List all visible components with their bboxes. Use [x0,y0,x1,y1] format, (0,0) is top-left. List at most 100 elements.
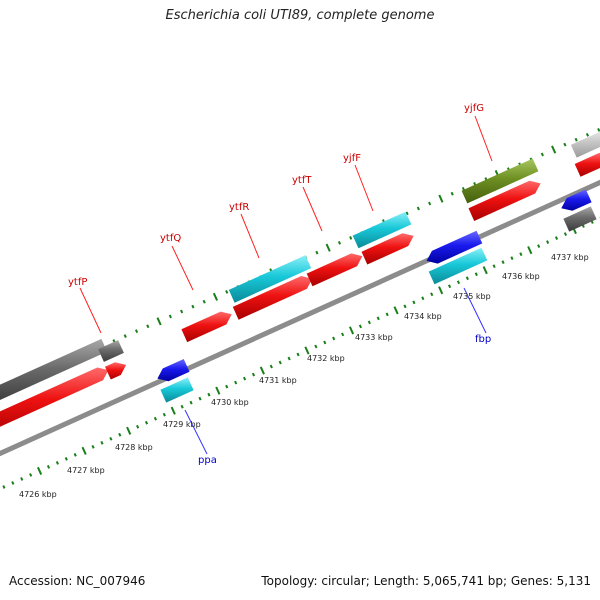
minor-tick [55,461,59,465]
minor-tick [540,152,544,157]
major-tick [551,145,557,154]
minor-tick [314,344,318,349]
minor-tick [251,372,256,377]
minor-tick [109,436,113,441]
minor-tick [358,324,363,329]
gene-label-yjfF[interactable]: yjfF [343,153,361,164]
major-tick [482,266,488,275]
minor-tick [349,236,353,240]
minor-tick [337,240,342,245]
gene-label-ytfP[interactable]: ytfP [68,277,87,288]
minor-tick [225,384,229,389]
gene-ytfQ-red[interactable] [181,311,232,343]
gene-label-ytfT[interactable]: ytfT [292,175,312,186]
major-tick [37,466,43,475]
minor-tick [11,481,15,485]
minor-tick [537,244,541,248]
gene-ytfP-red[interactable] [0,367,109,439]
minor-tick [29,473,33,477]
minor-tick [501,260,505,265]
gene-yjfG-red[interactable] [468,180,541,221]
minor-tick [118,432,122,437]
kbp-label: 4726 kbp [19,490,57,499]
callout-ytfP [79,287,102,334]
gene-gray-far[interactable] [570,128,600,158]
minor-tick [144,420,149,425]
minor-tick [20,477,24,481]
minor-tick [91,444,95,449]
gene-yjfF-cyan[interactable] [352,211,412,249]
gene-label-ytfR[interactable]: ytfR [229,202,249,213]
gene-fbp-cyan[interactable] [428,247,488,285]
gene-red-far[interactable] [574,152,600,177]
gene-label-yjfG[interactable]: yjfG [464,103,484,114]
minor-tick [234,380,238,385]
gene-labels: ytfP ytfQ ytfR ytfT yjfF yjfG ppa fbp [68,103,491,466]
minor-tick [597,128,600,132]
minor-tick [136,424,140,429]
minor-tick [474,272,478,277]
gene-label-ppa[interactable]: ppa [198,455,217,466]
gene-label-ytfQ[interactable]: ytfQ [160,233,181,244]
kbp-label: 4737 kbp [551,253,589,262]
major-tick [438,194,444,203]
callout-yjfF [354,164,374,212]
minor-tick [198,396,202,401]
gene-gray-far-low[interactable] [563,206,597,232]
gene-yjfF-red[interactable] [361,233,414,265]
kbp-labels: 4726 kbp 4727 kbp 4728 kbp 4729 kbp 4730… [19,253,589,499]
minor-tick [323,340,327,345]
gene-ytfT-red[interactable] [306,253,363,287]
minor-tick [456,280,461,285]
minor-tick [450,191,454,196]
callout-ppa [184,409,208,455]
minor-tick [2,485,6,489]
map-title: Escherichia coli UTI89, complete genome [165,8,435,23]
gene-ppa-blue[interactable] [157,359,190,382]
major-tick [156,317,162,326]
minor-tick [162,412,166,417]
minor-tick [416,206,420,211]
gene-ytfR-red[interactable] [232,276,313,320]
gene-blue-far[interactable] [561,189,592,211]
major-tick [438,286,444,295]
gene-yjfG-olive[interactable] [461,158,539,204]
gene-label-fbp[interactable]: fbp [475,334,491,345]
major-tick [259,366,265,375]
gene-red-small[interactable] [105,362,127,380]
genome-backbone [0,179,600,457]
gene-gray-small[interactable] [98,340,124,362]
minor-tick [341,332,345,337]
minor-tick [191,304,195,309]
major-tick [348,326,355,335]
minor-tick [428,201,432,206]
gene-ppa-cyan[interactable] [160,377,194,403]
callout-ytfR [240,213,260,259]
minor-tick [123,334,127,338]
minor-tick [405,211,409,216]
minor-tick [385,312,389,317]
minor-tick [202,299,206,304]
gene-fbp-blue[interactable] [426,230,483,264]
kbp-label: 4735 kbp [453,292,491,301]
callout-ytfT [302,186,323,232]
minor-tick [189,400,193,405]
minor-tick [296,352,300,357]
minor-tick [412,300,416,305]
minor-tick [73,452,77,457]
minor-tick [332,336,336,341]
kbp-label: 4734 kbp [404,312,442,321]
minor-tick [180,404,184,409]
kbp-label: 4728 kbp [115,443,153,452]
minor-tick [430,292,434,297]
minor-tick [563,232,568,236]
gene-ytfR-cyan[interactable] [228,255,312,303]
gene-gray-left[interactable] [0,338,108,405]
kbp-label: 4727 kbp [67,466,105,475]
minor-tick [242,376,247,381]
minor-tick [519,252,523,257]
kbp-label: 4731 kbp [259,376,297,385]
callout-ytfQ [171,245,194,291]
kbp-label: 4732 kbp [307,354,345,363]
